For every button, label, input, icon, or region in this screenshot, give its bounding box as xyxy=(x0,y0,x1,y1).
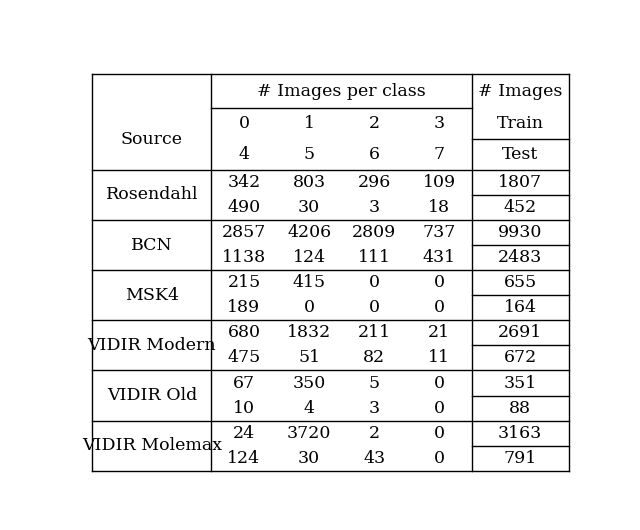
Text: 4: 4 xyxy=(239,146,250,163)
Text: 680: 680 xyxy=(227,324,260,341)
Text: 3: 3 xyxy=(369,199,380,216)
Text: 1138: 1138 xyxy=(222,249,266,266)
Text: 2: 2 xyxy=(369,425,380,441)
Text: 0: 0 xyxy=(434,375,445,392)
Text: 3: 3 xyxy=(434,116,445,132)
Text: 475: 475 xyxy=(227,349,260,366)
Text: 189: 189 xyxy=(227,299,260,316)
Text: 211: 211 xyxy=(358,324,391,341)
Text: 30: 30 xyxy=(298,450,320,467)
Text: 10: 10 xyxy=(233,400,255,417)
Text: 3: 3 xyxy=(369,400,380,417)
Text: 342: 342 xyxy=(227,174,260,191)
Text: 803: 803 xyxy=(292,174,326,191)
Text: 6: 6 xyxy=(369,146,380,163)
Text: 2691: 2691 xyxy=(498,324,542,341)
Text: VIDIR Old: VIDIR Old xyxy=(107,387,197,404)
Text: 164: 164 xyxy=(504,299,537,316)
Text: 4: 4 xyxy=(303,400,315,417)
Text: 0: 0 xyxy=(303,299,315,316)
Text: 350: 350 xyxy=(292,375,326,392)
Text: 791: 791 xyxy=(504,450,537,467)
Text: 655: 655 xyxy=(504,274,537,291)
Text: 0: 0 xyxy=(434,425,445,441)
Text: 296: 296 xyxy=(358,174,391,191)
Text: 215: 215 xyxy=(227,274,260,291)
Text: # Images: # Images xyxy=(478,83,563,100)
Text: 0: 0 xyxy=(369,299,380,316)
Text: 5: 5 xyxy=(303,146,315,163)
Text: 30: 30 xyxy=(298,199,320,216)
Text: 1807: 1807 xyxy=(498,174,542,191)
Text: 3163: 3163 xyxy=(498,425,542,441)
Text: 82: 82 xyxy=(363,349,385,366)
Text: 415: 415 xyxy=(292,274,326,291)
Text: 431: 431 xyxy=(423,249,456,266)
Text: 0: 0 xyxy=(369,274,380,291)
Text: 2: 2 xyxy=(369,116,380,132)
Text: 0: 0 xyxy=(239,116,250,132)
Text: 43: 43 xyxy=(363,450,385,467)
Text: # Images per class: # Images per class xyxy=(257,83,426,100)
Text: BCN: BCN xyxy=(131,236,173,253)
Text: Train: Train xyxy=(497,116,544,132)
Text: 124: 124 xyxy=(292,249,326,266)
Text: 7: 7 xyxy=(434,146,445,163)
Text: 124: 124 xyxy=(227,450,260,467)
Text: Rosendahl: Rosendahl xyxy=(106,187,198,204)
Text: 67: 67 xyxy=(233,375,255,392)
Text: 1: 1 xyxy=(303,116,315,132)
Text: 111: 111 xyxy=(358,249,390,266)
Text: 490: 490 xyxy=(227,199,260,216)
Text: 0: 0 xyxy=(434,274,445,291)
Text: Source: Source xyxy=(121,130,183,147)
Text: VIDIR Modern: VIDIR Modern xyxy=(88,337,216,354)
Text: 2809: 2809 xyxy=(352,224,396,241)
Text: MSK4: MSK4 xyxy=(125,287,179,304)
Text: 11: 11 xyxy=(428,349,451,366)
Text: 21: 21 xyxy=(428,324,451,341)
Text: 1832: 1832 xyxy=(287,324,332,341)
Text: 88: 88 xyxy=(509,400,531,417)
Text: VIDIR Molemax: VIDIR Molemax xyxy=(82,437,222,454)
Text: 4206: 4206 xyxy=(287,224,331,241)
Text: 18: 18 xyxy=(428,199,451,216)
Text: 2857: 2857 xyxy=(222,224,266,241)
Text: 2483: 2483 xyxy=(498,249,542,266)
Text: 51: 51 xyxy=(298,349,320,366)
Text: 3720: 3720 xyxy=(287,425,332,441)
Text: 0: 0 xyxy=(434,400,445,417)
Text: 0: 0 xyxy=(434,450,445,467)
Text: 24: 24 xyxy=(233,425,255,441)
Text: 672: 672 xyxy=(504,349,537,366)
Text: 5: 5 xyxy=(369,375,380,392)
Text: 109: 109 xyxy=(423,174,456,191)
Text: 737: 737 xyxy=(422,224,456,241)
Text: 9930: 9930 xyxy=(498,224,542,241)
Text: 0: 0 xyxy=(434,299,445,316)
Text: Test: Test xyxy=(502,146,538,163)
Text: 351: 351 xyxy=(504,375,537,392)
Text: 452: 452 xyxy=(504,199,537,216)
